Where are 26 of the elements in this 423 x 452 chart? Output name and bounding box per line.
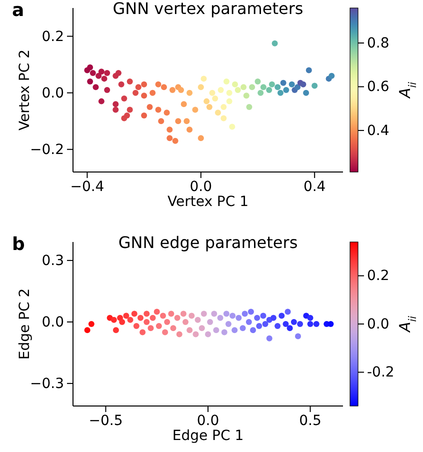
x-tick-label: 0.0 [196, 412, 220, 429]
color-bar-label: 0.4 [367, 122, 390, 139]
y-tick-label: 0.0 [42, 85, 64, 102]
x-tick-label: −0.5 [88, 412, 123, 429]
x-tick-label: 0.0 [190, 178, 212, 195]
color-bar-label: 0.0 [367, 316, 390, 332]
y-tick-label: 0.2 [42, 28, 64, 45]
color-bar-label: 0.6 [367, 79, 390, 96]
y-axis-title: Vertex PC 2 [17, 49, 33, 131]
x-tick-label: 0.4 [303, 178, 326, 195]
y-tick-label: −0.2 [30, 142, 64, 158]
chart-title: GNN vertex parameters [112, 0, 304, 18]
x-tick-label: −0.4 [70, 178, 104, 195]
x-axis-title: Edge PC 1 [172, 428, 244, 444]
x-axis-title: Vertex PC 1 [167, 194, 249, 210]
chart-title: GNN edge parameters [118, 233, 298, 252]
y-axis-title: Edge PC 2 [17, 288, 33, 360]
text: a [12, 0, 24, 21]
text: b [12, 234, 25, 255]
x-tick-label: 0.5 [299, 412, 322, 429]
color-bar-label: -0.2 [367, 364, 394, 381]
y-tick-label: 0.0 [42, 314, 64, 330]
y-tick-label: −0.3 [30, 376, 64, 392]
color-bar-label: 0.8 [367, 35, 390, 52]
color-bar-label: 0.2 [367, 268, 390, 284]
y-tick-label: 0.3 [42, 252, 64, 269]
